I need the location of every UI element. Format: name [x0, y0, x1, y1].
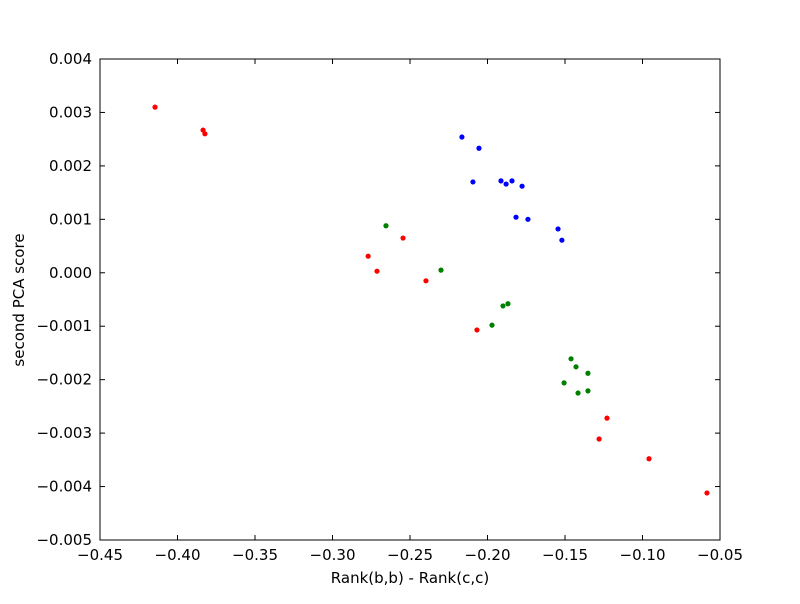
point — [704, 490, 710, 496]
x-tick-label: −0.25 — [387, 546, 433, 564]
y-tick-label: 0.002 — [49, 157, 92, 175]
y-tick-label: −0.001 — [36, 317, 92, 335]
x-tick-label: −0.40 — [155, 546, 201, 564]
x-tick-label: −0.35 — [232, 546, 278, 564]
point — [365, 253, 371, 259]
y-axis-label: second PCA score — [10, 233, 28, 366]
point — [568, 356, 574, 362]
y-tick-label: −0.005 — [36, 531, 92, 549]
x-tick-label: −0.15 — [542, 546, 588, 564]
point — [573, 364, 579, 370]
point — [505, 301, 511, 307]
point — [476, 145, 482, 151]
point — [374, 268, 380, 274]
point — [559, 237, 565, 243]
y-tick-label: 0.004 — [49, 50, 92, 68]
point — [202, 131, 208, 137]
point — [519, 183, 525, 189]
point — [498, 178, 504, 184]
y-tick-label: −0.004 — [36, 478, 92, 496]
x-tick-label: −0.05 — [697, 546, 743, 564]
point — [646, 456, 652, 462]
point — [438, 267, 444, 273]
point — [423, 278, 429, 284]
point — [513, 214, 519, 220]
point — [509, 178, 515, 184]
point — [555, 226, 561, 232]
point — [400, 235, 406, 241]
point — [459, 134, 465, 140]
point — [152, 104, 158, 110]
point — [383, 223, 389, 229]
point — [525, 216, 531, 222]
point — [561, 380, 567, 386]
point — [596, 436, 602, 442]
y-tick-label: −0.003 — [36, 424, 92, 442]
y-tick-label: 0.001 — [49, 210, 92, 228]
x-tick-label: −0.10 — [620, 546, 666, 564]
point — [474, 327, 480, 333]
point — [604, 415, 610, 421]
point — [470, 179, 476, 185]
point — [503, 181, 509, 187]
x-axis-label: Rank(b,b) - Rank(c,c) — [331, 569, 489, 587]
point — [575, 390, 581, 396]
x-tick-label: −0.20 — [465, 546, 511, 564]
y-tick-label: 0.000 — [49, 264, 92, 282]
y-tick-label: −0.002 — [36, 371, 92, 389]
y-tick-label: 0.003 — [49, 103, 92, 121]
point — [489, 322, 495, 328]
point — [585, 370, 591, 376]
x-tick-label: −0.45 — [77, 546, 123, 564]
point — [500, 303, 506, 309]
x-tick-label: −0.30 — [310, 546, 356, 564]
point — [585, 388, 591, 394]
